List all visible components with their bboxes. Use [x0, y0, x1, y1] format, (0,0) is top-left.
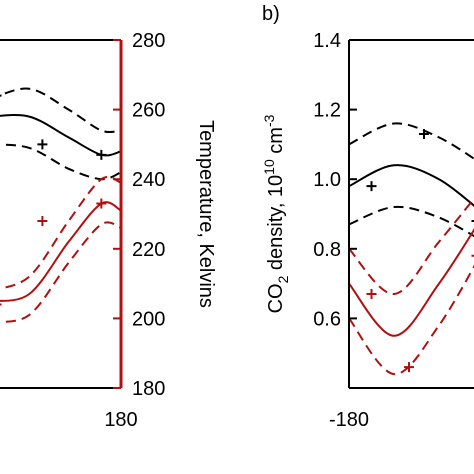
ylabel-sub: 2: [275, 275, 291, 283]
panel-a-data-point: [96, 149, 107, 160]
panel-a-ytick-label: 260: [132, 100, 165, 122]
panel-a-data-point: [96, 198, 107, 209]
panel-a-ytick-label: 200: [132, 308, 165, 330]
ylabel-unit: cm: [265, 127, 287, 159]
ylabel-unit-exp: -3: [261, 114, 277, 127]
panel-a-series-4-dashed-line: [0, 175, 121, 290]
panel-b-series-1-dashed-line: [349, 122, 474, 160]
panel-b-data-point: [404, 362, 414, 373]
ylabel-exp: 10: [261, 159, 277, 175]
panel-a-series-1-dashed-line: [0, 87, 121, 134]
panel-b-series-2-dashed-line: [349, 205, 474, 238]
ylabel-co: CO: [265, 283, 287, 313]
panel-b-axes: [348, 39, 474, 389]
panel-a-data-point: [37, 139, 48, 150]
panel-b-ytick-label: 1.4: [313, 30, 341, 52]
panel-b-xtick-label: -180: [329, 409, 369, 431]
panel-b-ytick-label: 1.0: [313, 169, 341, 191]
panel-a-ytick-label: 240: [132, 169, 165, 191]
panel-b-ytick-label: 0.8: [313, 239, 341, 261]
panel-b-data-point: [471, 219, 474, 222]
panel-a-series-2-dashed-line: [0, 143, 121, 181]
panel-b-ytick-label: 1.2: [313, 100, 341, 122]
panel-b-data-point: [471, 254, 474, 257]
panel-a-series-3-solid-line: [0, 201, 121, 302]
panel-b-y-axis-label: CO2 density, 1010 cm-3: [261, 114, 291, 313]
panel-a-right-axis-label: Temperature, Kelvins: [195, 120, 217, 308]
panel-a-axes: [0, 39, 123, 389]
panel-b-data-point: [366, 181, 377, 192]
panel-b-series-group: [349, 122, 474, 376]
panel-a-series-5-dashed-line: [0, 221, 121, 323]
panel-b-series-0-solid-line: [349, 164, 474, 207]
panel-a-data-point: [37, 215, 48, 226]
panel-a-ticks: 280 260 240 220 200 180 180: [104, 30, 165, 431]
panel-b-series-4-dashed-line: [349, 197, 474, 296]
panel-a-xtick-label: 180: [104, 409, 137, 431]
panel-a-ytick-label: 280: [132, 30, 165, 52]
panel-a-ytick-label: 220: [132, 239, 165, 261]
panel-a: 280 260 240 220 200 180 180 Temperature, Kelvi…: [0, 30, 217, 431]
panel-a-series-group: [0, 87, 121, 323]
panel-b-data-point: [366, 289, 377, 300]
panel-b-series-5-dashed-line: [349, 264, 474, 376]
panel-b-data-point: [419, 128, 429, 139]
panel-b: 1.4 1.2 1.0 0.8 0.6 -180 b) CO2 density, 1010…: [261, 3, 474, 431]
panel-a-ytick-label: 180: [132, 378, 165, 400]
panel-b-series-3-solid-line: [349, 228, 474, 337]
panel-a-series-0-solid-line: [0, 114, 121, 157]
panel-b-label: b): [262, 3, 280, 25]
panel-b-ytick-label: 0.6: [313, 308, 341, 330]
ylabel-density: density, 10: [265, 175, 287, 276]
panel-a-data-point: [0, 94, 2, 97]
panel-b-ticks: 1.4 1.2 1.0 0.8 0.6 -180: [313, 30, 369, 431]
